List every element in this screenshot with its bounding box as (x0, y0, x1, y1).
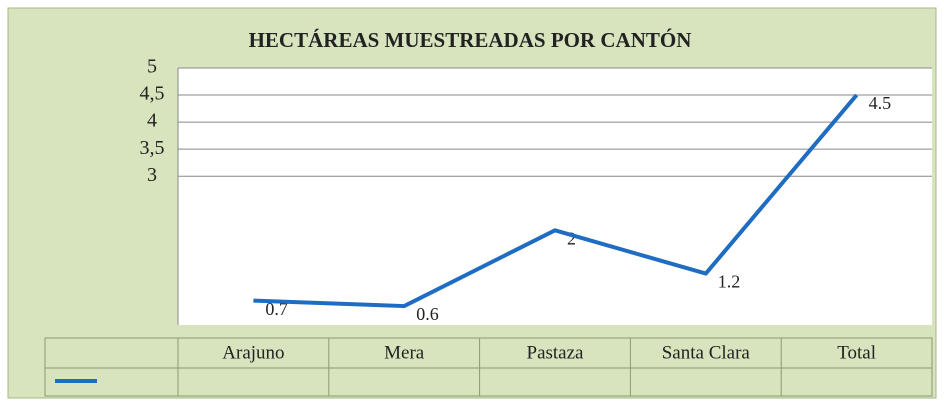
x-tick-label: Santa Clara (662, 342, 751, 363)
y-tick-label: 4,5 (140, 83, 165, 105)
x-tick-label: Total (837, 342, 876, 363)
plot-area (178, 68, 932, 325)
data-label: 4.5 (869, 93, 892, 113)
x-tick-label: Arajuno (222, 342, 284, 363)
x-tick-label: Pastaza (527, 342, 585, 363)
x-tick-label: Mera (384, 342, 425, 363)
y-tick-label: 3,5 (140, 137, 165, 159)
y-tick-label: 5 (147, 56, 157, 78)
data-label: 0.7 (265, 299, 288, 319)
chart-title: HECTÁREAS MUESTREADAS POR CANTÓN (249, 28, 692, 52)
line-series (253, 93, 859, 309)
data-label: 1.2 (718, 272, 741, 292)
data-label: 0.6 (416, 304, 439, 324)
data-label: 2 (567, 228, 576, 248)
y-tick-label: 4 (147, 110, 157, 132)
y-tick-label: 3 (147, 164, 157, 186)
